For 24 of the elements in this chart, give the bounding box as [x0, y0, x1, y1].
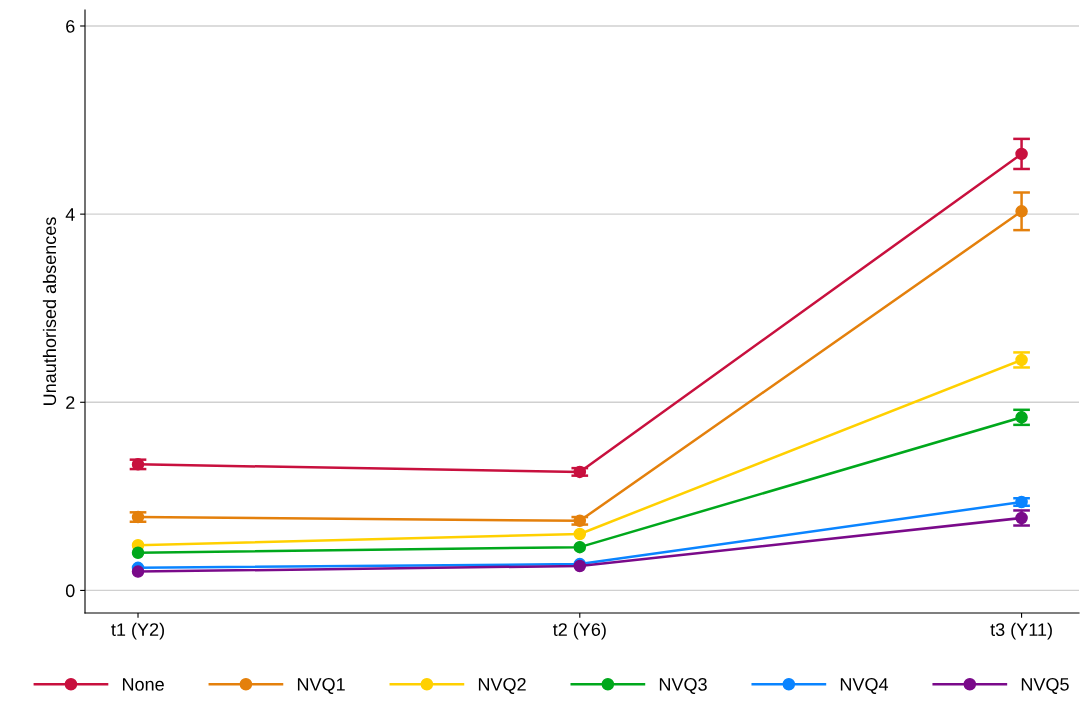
y-tick-label: 6 [66, 19, 75, 33]
y-tick-label: 0 [65, 584, 75, 598]
x-tick-label: t1 (Y2) [111, 622, 164, 640]
point [1015, 205, 1028, 218]
legend-label: NVQ5 [1021, 677, 1069, 694]
legend-label: NVQ1 [297, 677, 345, 694]
point [131, 546, 145, 560]
point [573, 527, 587, 541]
point [1015, 511, 1028, 525]
y-tick-label: 2 [66, 396, 75, 409]
point [1015, 495, 1028, 509]
point [1015, 147, 1028, 161]
legend-label: NVQ2 [478, 677, 526, 694]
y-tick-label: 4 [65, 208, 75, 221]
x-tick-label: t3 (Y11) [990, 622, 1052, 640]
y-axis-title: Unauthorised absences [42, 217, 57, 405]
legend-label: NVQ4 [840, 677, 889, 694]
legend-label: None [122, 678, 164, 691]
point [1015, 411, 1028, 424]
point [1015, 353, 1028, 367]
legend-label: NVQ3 [659, 677, 707, 694]
point [131, 565, 145, 578]
x-tick-label: t2 (Y6) [552, 622, 606, 640]
point [573, 540, 587, 554]
